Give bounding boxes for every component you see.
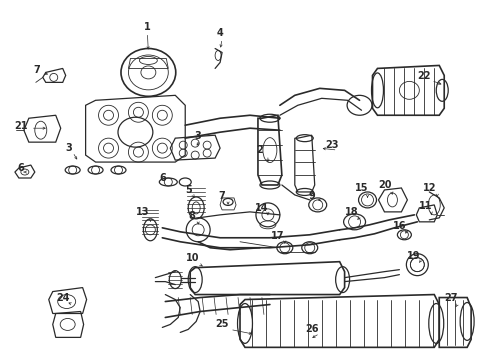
Text: 13: 13: [135, 207, 149, 217]
Text: 23: 23: [324, 140, 338, 150]
Text: 14: 14: [255, 203, 268, 213]
Text: 9: 9: [308, 191, 314, 201]
Text: 3: 3: [65, 143, 72, 153]
Text: 27: 27: [444, 293, 457, 302]
Text: 24: 24: [56, 293, 69, 302]
Text: 22: 22: [417, 71, 430, 81]
Text: 19: 19: [406, 251, 419, 261]
Text: 11: 11: [418, 201, 431, 211]
Text: 18: 18: [344, 207, 358, 217]
Text: 26: 26: [305, 324, 318, 334]
Text: 12: 12: [422, 183, 435, 193]
Text: 21: 21: [14, 121, 27, 131]
Text: 16: 16: [392, 221, 406, 231]
Text: 4: 4: [216, 28, 223, 37]
Text: 10: 10: [185, 253, 199, 263]
Text: 2: 2: [256, 145, 263, 155]
Text: 6: 6: [159, 173, 165, 183]
Text: 7: 7: [218, 191, 225, 201]
Text: 8: 8: [188, 211, 195, 221]
Text: 25: 25: [215, 319, 228, 329]
Text: 6: 6: [18, 163, 24, 173]
Text: 20: 20: [378, 180, 391, 190]
Text: 17: 17: [270, 231, 284, 241]
Text: 3: 3: [194, 131, 201, 141]
Text: 15: 15: [354, 183, 367, 193]
Text: 1: 1: [143, 22, 150, 32]
Text: 7: 7: [33, 66, 40, 76]
Text: 5: 5: [184, 185, 191, 195]
